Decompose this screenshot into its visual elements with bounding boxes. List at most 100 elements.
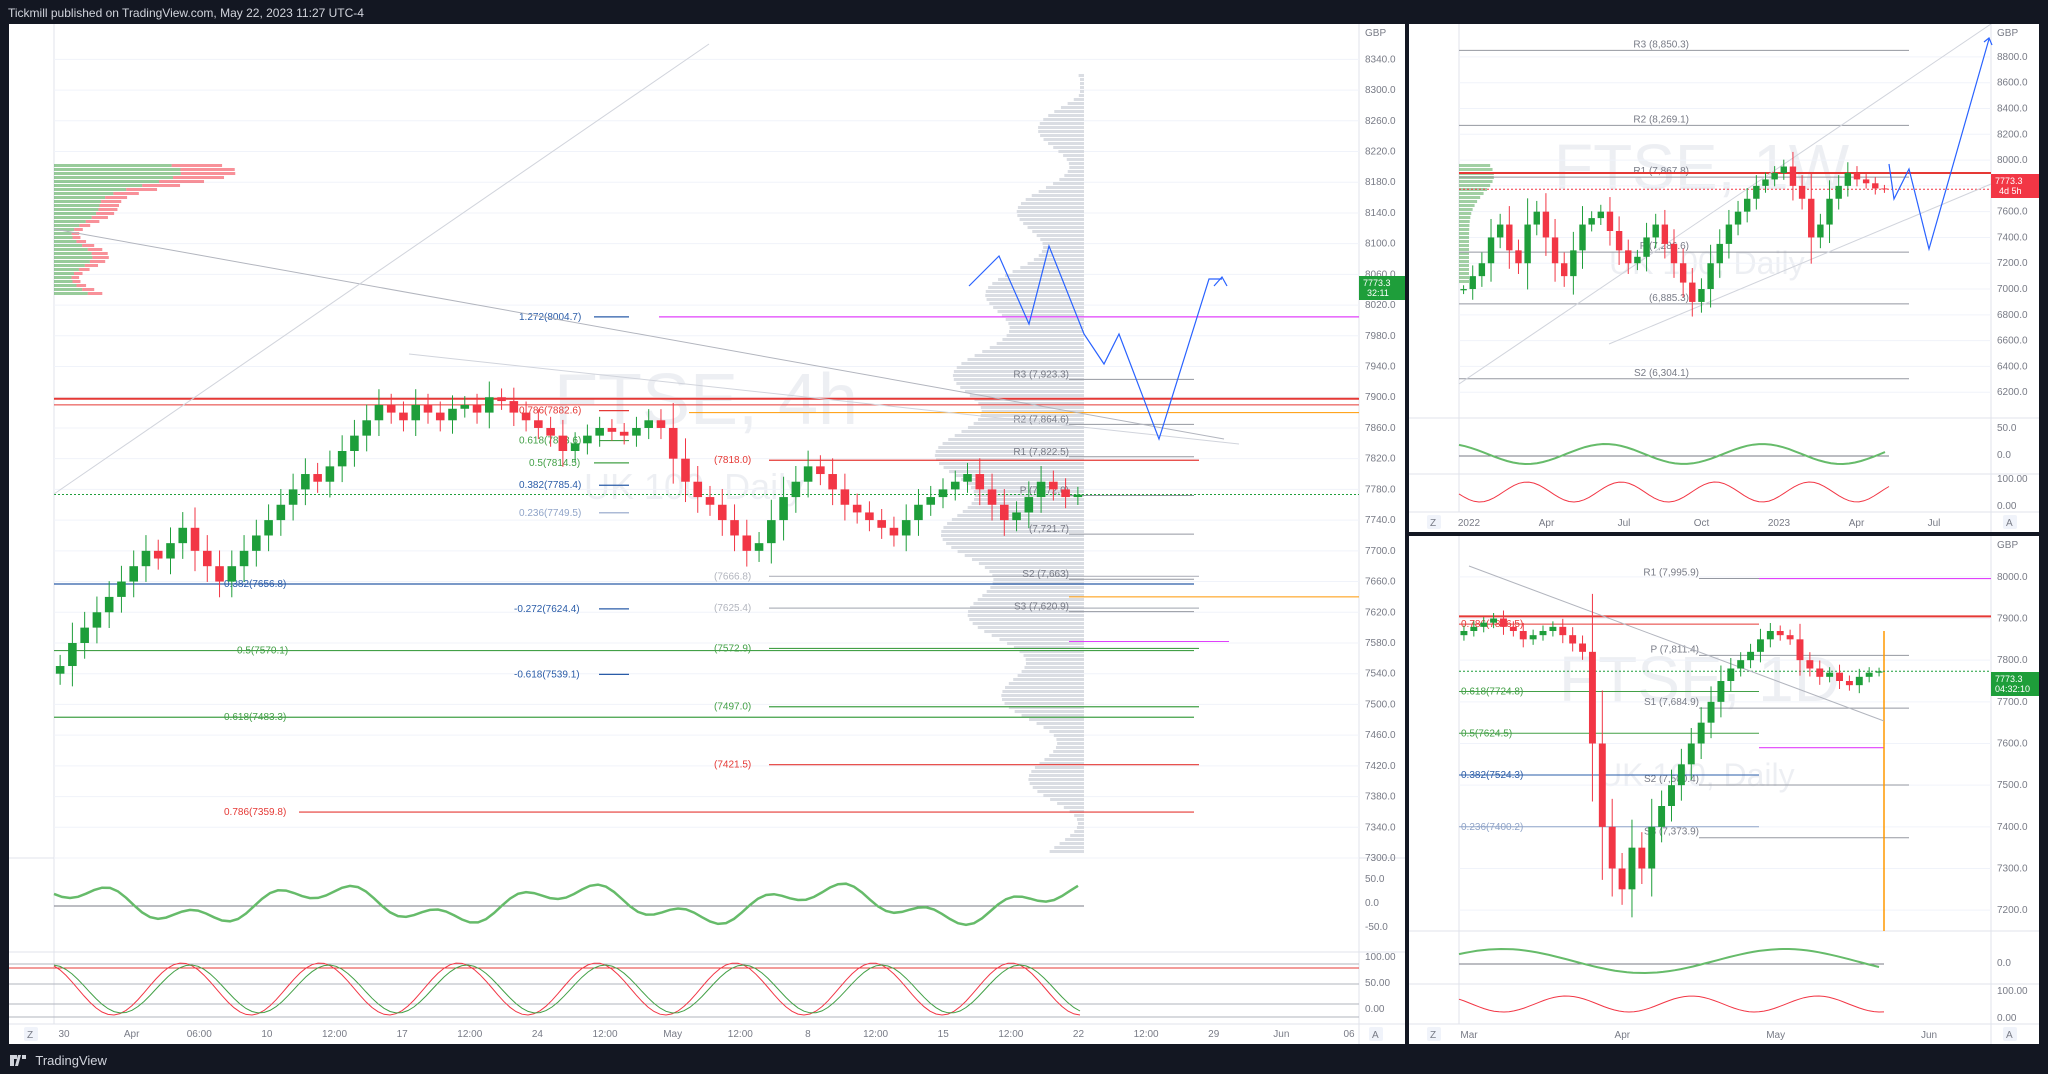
candle-body <box>1689 282 1696 302</box>
weekly-pivot-label: S2 (6,304.1) <box>1634 368 1689 379</box>
profile-bar-buy <box>54 192 114 195</box>
daily-chart-svg[interactable]: FTSE, 1D UK 100, Daily R2 (8,122.4)R1 (7… <box>1409 536 2039 1044</box>
profile-bar-buy <box>54 224 80 227</box>
volume-bar <box>1029 782 1084 785</box>
footer-brand[interactable]: TradingView <box>35 1053 107 1068</box>
daily-fib-label: 0.618(7724.8) <box>1461 687 1523 698</box>
volume-bar <box>1008 322 1084 325</box>
candle-body <box>619 431 629 436</box>
volume-bar <box>1023 222 1084 225</box>
volume-bar <box>989 302 1084 305</box>
weekly-price-countdown: 4d 5h <box>1999 186 2022 196</box>
candle-body <box>1698 289 1705 302</box>
volume-bar <box>1037 790 1084 793</box>
candle-body <box>583 435 592 444</box>
volume-bar <box>1033 258 1084 261</box>
volume-bar <box>1049 730 1084 733</box>
volume-bar <box>978 418 1084 421</box>
volume-bar <box>993 578 1084 581</box>
daily-auto-button[interactable]: A <box>2003 1027 2017 1041</box>
volume-bar <box>978 562 1084 565</box>
daily-pivot-label: S3 (7,373.9) <box>1644 827 1699 838</box>
weekly-grid <box>1459 56 1991 393</box>
candle-body <box>570 443 580 451</box>
x-tick-label: May <box>663 1029 682 1040</box>
main-auto-scale-button[interactable]: A <box>1369 1027 1383 1041</box>
volume-profile <box>934 74 1084 853</box>
profile-bar-buy <box>54 272 74 275</box>
volume-bar <box>1056 738 1084 741</box>
candle-body <box>693 481 703 498</box>
y-tick-label: 8100.0 <box>1365 239 1396 250</box>
profile-bar-sell <box>180 168 235 171</box>
weekly-price-value: 7773.3 <box>1995 176 2023 186</box>
volume-bar <box>996 342 1084 345</box>
candle-body <box>705 497 715 505</box>
main-price-value: 7773.3 <box>1363 278 1391 288</box>
candle-body <box>779 497 788 521</box>
volume-bar <box>1036 722 1084 725</box>
daily-zoom-button[interactable]: Z <box>1427 1027 1441 1041</box>
x-tick-label: Mar <box>1460 1030 1478 1041</box>
weekly-profile-bar <box>1459 268 1469 271</box>
main-zoom-button[interactable]: Z <box>24 1027 38 1041</box>
candle-body <box>325 466 335 482</box>
candle-body <box>166 543 175 559</box>
weekly-x-axis: 2022 Apr Jul Oct 2023 Apr Jul <box>1458 518 1941 529</box>
volume-bar <box>1009 330 1084 333</box>
main-chart-panel[interactable]: FTSE, 4h UK 100, Daily 1.272(8004.7) 0.78… <box>9 24 1405 1044</box>
candle-body <box>889 527 899 536</box>
weekly-profile-bar <box>1459 232 1470 235</box>
y-tick-label: 7900.0 <box>1997 614 2028 625</box>
candle-body <box>607 427 617 432</box>
weekly-chart-svg[interactable]: FTSE, 1W UK 100, Daily R3 (8,850.3)R2 (8… <box>1409 24 2039 532</box>
volume-bar <box>1028 778 1084 781</box>
y-tick-label: 6600.0 <box>1997 336 2028 347</box>
volume-bar <box>1055 746 1084 749</box>
candle-body <box>1875 671 1883 673</box>
x-tick-label: Apr <box>1849 518 1865 529</box>
weekly-profile-bar <box>1459 196 1481 199</box>
rsi-pane: 50.0 0.0 -50.0 <box>53 874 1388 933</box>
profile-bar-sell <box>126 188 158 191</box>
y-tick-label: 7800.0 <box>1997 655 2028 666</box>
volume-bar <box>1040 238 1084 241</box>
weekly-auto-button[interactable]: A <box>2003 515 2017 529</box>
volume-bar <box>1043 726 1084 729</box>
weekly-zoom-button[interactable]: Z <box>1427 515 1441 529</box>
daily-chart-panel[interactable]: FTSE, 1D UK 100, Daily R2 (8,122.4)R1 (7… <box>1409 536 2039 1044</box>
volume-bar <box>1031 770 1084 773</box>
volume-bar <box>1008 682 1084 685</box>
x-tick-label: Jun <box>1921 1030 1937 1041</box>
y-tick-label: 7900.0 <box>1365 392 1396 403</box>
candle-body <box>1634 256 1641 264</box>
candle-body <box>1506 224 1513 251</box>
candle-body <box>497 397 506 402</box>
profile-bar-buy <box>54 240 77 243</box>
weekly-y-axis: 8800.08600.08400.08200.08000.07800.07600… <box>1997 52 2028 398</box>
candle-body <box>1737 660 1745 669</box>
candle-body <box>1570 250 1577 277</box>
weekly-chart-panel[interactable]: FTSE, 1W UK 100, Daily R3 (8,850.3) R2 (8… <box>1409 24 2039 532</box>
candle-body <box>252 535 261 551</box>
daily-stoch-label: 100.00 <box>1997 986 2028 997</box>
candle-body <box>448 408 457 421</box>
volume-bar <box>980 414 1084 417</box>
profile-bar-sell <box>76 284 87 287</box>
x-tick-label: May <box>1766 1030 1785 1041</box>
candle-body <box>1872 183 1879 189</box>
volume-bar <box>1053 146 1084 149</box>
candle-body <box>595 427 604 436</box>
candle-body <box>423 404 433 413</box>
candle-body <box>1470 626 1478 631</box>
main-chart-svg[interactable]: FTSE, 4h UK 100, Daily 1.272(8004.7)0.78… <box>9 24 1405 1044</box>
candle-body <box>1487 237 1495 264</box>
candle-body <box>963 474 972 482</box>
profile-bar-sell <box>96 212 115 215</box>
candle-body <box>668 427 678 459</box>
candle-body <box>1559 626 1567 636</box>
weekly-profile-bar <box>1459 208 1473 211</box>
volume-bar <box>967 426 1084 429</box>
volume-bar <box>961 478 1084 481</box>
weekly-profile-bar <box>1459 204 1475 207</box>
